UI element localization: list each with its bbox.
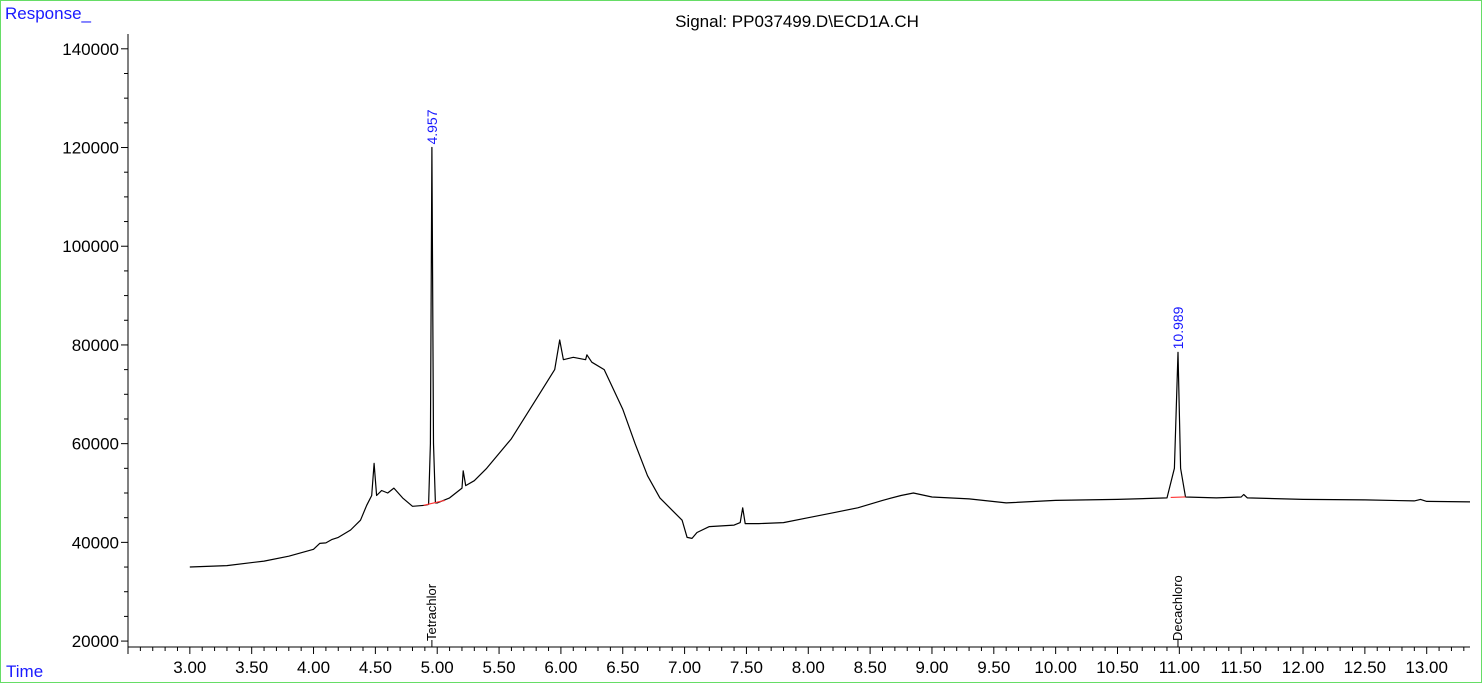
x-tick-label: 4.00 xyxy=(297,658,330,677)
y-axis-label: Response_ xyxy=(5,4,92,23)
y-tick-label: 140000 xyxy=(62,40,119,59)
x-tick-label: 10.50 xyxy=(1096,658,1139,677)
peak-compound-name: Tetrachlor xyxy=(424,583,439,641)
x-tick-label: 10.00 xyxy=(1034,658,1077,677)
y-tick-label: 120000 xyxy=(62,139,119,158)
x-tick-label: 11.50 xyxy=(1221,658,1262,677)
peak-compound-name: Decachloro xyxy=(1170,575,1185,641)
y-axis: 140000 120000 100000 80000 60000 40000 20000 xyxy=(62,34,129,651)
x-axis: 3.00 3.50 4.00 4.50 5.00 5.50 6.00 6.50 7.00 7.50… xyxy=(127,646,1470,677)
x-tick-label: 13.00 xyxy=(1405,658,1448,677)
y-tick-label: 100000 xyxy=(62,237,119,256)
y-tick-label: 20000 xyxy=(72,632,119,651)
x-tick-label: 9.00 xyxy=(915,658,948,677)
y-tick-label: 80000 xyxy=(72,336,119,355)
x-tick-label: 5.50 xyxy=(483,658,516,677)
x-tick-label: 8.50 xyxy=(854,658,887,677)
x-tick-label: 6.50 xyxy=(606,658,639,677)
series-layer xyxy=(189,146,1471,568)
x-tick-label: 12.50 xyxy=(1344,658,1387,677)
x-tick-label: 3.50 xyxy=(235,658,268,677)
baseline-layer xyxy=(423,496,1186,506)
x-axis-label: Time xyxy=(6,662,43,681)
x-tick-label: 9.50 xyxy=(977,658,1010,677)
x-tick-label: 11.00 xyxy=(1159,658,1200,677)
x-tick-label: 12.00 xyxy=(1282,658,1325,677)
x-tick-label: 3.00 xyxy=(173,658,206,677)
x-tick-label: 6.00 xyxy=(544,658,577,677)
integration-baseline xyxy=(423,499,445,506)
peak-annotations: 4.957 Tetrachlor 10.989 Decachloro xyxy=(424,109,1186,647)
x-tick-label: 5.00 xyxy=(421,658,454,677)
x-tick-label: 7.50 xyxy=(730,658,763,677)
x-tick-label: 8.00 xyxy=(792,658,825,677)
peak-retention-time: 10.989 xyxy=(1170,306,1186,349)
x-tick-label: 4.50 xyxy=(359,658,392,677)
peak-retention-time: 4.957 xyxy=(424,109,440,144)
x-tick-label: 7.00 xyxy=(668,658,701,677)
signal-trace xyxy=(189,146,1471,568)
y-tick-label: 60000 xyxy=(72,435,119,454)
chart-title: Signal: PP037499.D\ECD1A.CH xyxy=(675,12,919,31)
y-tick-label: 40000 xyxy=(72,533,119,552)
